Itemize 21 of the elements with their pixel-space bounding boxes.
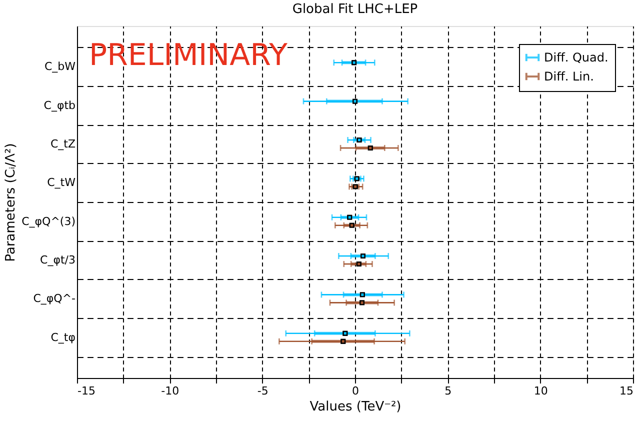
y-tick-label: C_tW [47, 176, 76, 190]
x-tick-label: 10 [534, 384, 548, 398]
annotation: PRELIMINARY [89, 38, 288, 73]
x-tick-label: -5 [257, 384, 268, 398]
x-tick-label: 15 [620, 384, 634, 398]
y-axis-title: Parameters (Cᵢ/Λ²) [4, 143, 19, 262]
y-tick-label: C_tZ [50, 137, 76, 150]
y-tick-label: C_φt/3 [40, 254, 76, 267]
y-tick-label: C_φQ^(3) [22, 214, 76, 228]
y-tick-label: C_φtb [44, 98, 76, 112]
y-tick-label: C_tφ [50, 330, 76, 344]
y-tick-label: C_φQ^- [33, 292, 76, 306]
x-axis-title: Values (TeV⁻²) [310, 400, 402, 414]
legend-label: Diff. Lin. [544, 70, 594, 84]
x-tick-label: 0 [352, 384, 359, 398]
chart-title: Global Fit LHC+LEP [292, 2, 418, 17]
y-tick-label: C_bW [44, 60, 76, 74]
legend-label: Diff. Quad. [544, 50, 608, 64]
x-tick-label: -15 [78, 384, 96, 398]
x-tick-label: -10 [161, 384, 180, 398]
x-tick-label: 5 [444, 384, 452, 398]
